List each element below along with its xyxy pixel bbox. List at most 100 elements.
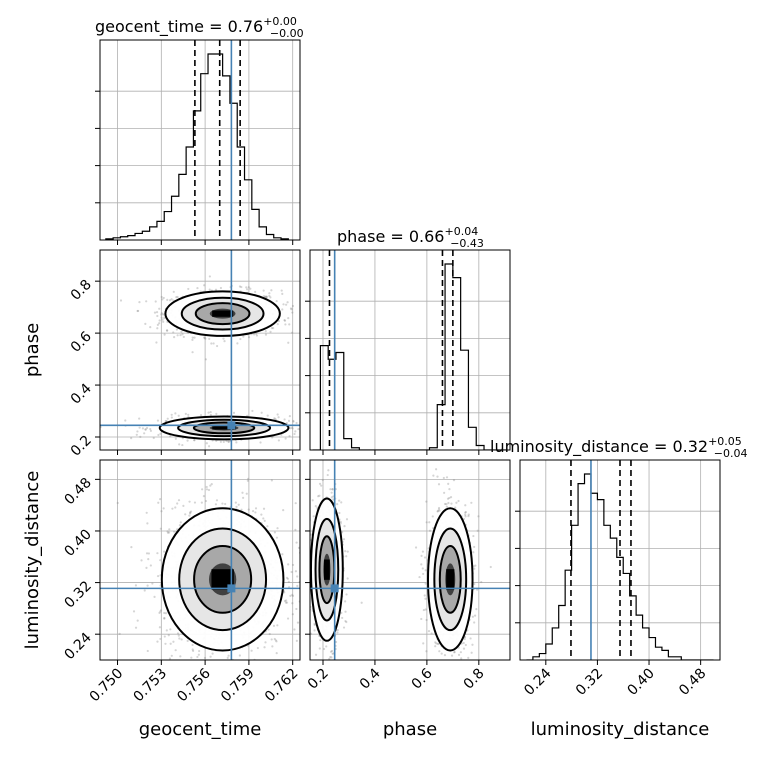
scatter-point [180,664,182,666]
scatter-point [285,599,288,602]
scatter-point [450,502,453,505]
scatter-point [440,652,443,655]
scatter-point [134,626,138,629]
scatter-point [155,341,158,344]
scatter-point [156,640,159,643]
scatter-point [285,601,289,604]
scatter-point [173,336,176,339]
scatter-point [171,507,174,510]
scatter-point [345,593,348,596]
scatter-point [202,494,206,498]
scatter-point [321,478,324,482]
scatter-point [328,657,331,660]
scatter-point [152,436,155,440]
scatter-point [289,594,292,598]
scatter-point [237,664,239,666]
scatter-point [276,413,279,416]
scatter-point [205,485,208,489]
scatter-point [425,650,428,653]
scatter-point [145,511,148,514]
scatter-point [360,601,363,604]
scatter-point [156,574,160,578]
scatter-point [149,325,152,329]
scatter-point [182,504,185,507]
scatter-point [329,488,332,491]
scatter-point [314,653,318,656]
scatter-point [453,650,456,654]
hist-phase [312,250,508,450]
title-geocent-time: geocent_time = 0.76+0.00 −0.00 [95,15,304,40]
scatter-point [301,335,303,337]
scatter-point [470,501,473,504]
scatter-point [219,440,222,443]
contour-line [160,507,285,652]
scatter-point [214,503,218,506]
scatter-point [272,624,276,627]
scatter-point [464,510,467,514]
scatter-point [311,499,314,502]
density-peak [212,426,236,430]
scatter-point [204,337,207,340]
scatter-point [289,307,293,310]
scatter-point [317,428,319,430]
scatter-point [288,323,291,326]
scatter-point [180,638,183,641]
tick-label-y: 0.6 [68,329,95,356]
scatter-point [329,655,332,659]
scatter-point [268,632,271,636]
scatter-point [249,287,252,290]
scatter-point [262,289,265,292]
scatter-point [420,554,423,557]
contour-line [180,296,265,331]
scatter-point [464,643,467,647]
scatter-point [273,417,276,420]
scatter-point [205,442,208,445]
scatter-point [421,550,425,553]
scatter-point [436,510,440,513]
scatter-point [291,304,295,308]
scatter-point [174,506,177,509]
scatter-point [184,513,187,516]
scatter-point [159,637,162,641]
scatter-point [226,656,229,659]
scatter-point [421,567,424,570]
scatter-point [212,342,215,345]
scatter-point [268,292,271,295]
scatter-point [184,412,187,415]
scatter-point [215,499,219,502]
scatter-point [209,484,212,487]
scatter-point [291,613,294,616]
scatter-point [161,298,164,301]
scatter-point [231,671,233,673]
scatter-point [262,294,266,298]
tick-label-x: 0.753 [130,666,170,706]
scatter-point [256,646,259,650]
scatter-point [329,650,333,653]
scatter-point [338,511,341,515]
scatter-point [438,509,441,512]
scatter-point [464,515,467,518]
scatter-point [307,564,309,566]
scatter-point [274,639,277,642]
scatter-point [188,514,191,517]
scatter-point [430,632,433,635]
scatter-point [234,501,237,504]
scatter-point [169,642,172,645]
contour-line [164,290,281,337]
scatter-point [214,665,216,667]
scatter-point [264,330,267,333]
scatter-point [266,414,269,417]
scatter-point [291,427,294,430]
scatter-point [464,511,467,514]
density-phase_vs_geocent_time [100,250,319,450]
scatter-point [264,333,268,336]
scatter-point [264,295,267,298]
scatter-point [144,322,147,325]
scatter-point [200,501,203,504]
scatter-point [163,611,166,615]
scatter-point [455,501,458,504]
scatter-point [332,498,335,501]
scatter-point [254,290,257,293]
scatter-point [447,501,450,505]
scatter-point [470,666,472,668]
